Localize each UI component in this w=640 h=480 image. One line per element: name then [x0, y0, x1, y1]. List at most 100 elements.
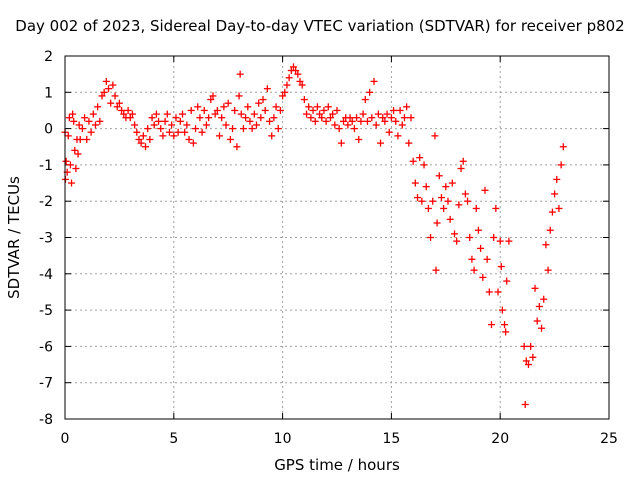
data-point [400, 114, 408, 122]
data-point [340, 117, 348, 125]
data-point [531, 284, 539, 292]
data-point [333, 106, 341, 114]
y-axis-label: SDTVAR / TECUs [5, 176, 23, 299]
data-point [268, 132, 276, 140]
data-point [261, 106, 269, 114]
data-point [311, 117, 319, 125]
data-point [544, 266, 552, 274]
data-point [481, 186, 489, 194]
data-point [270, 114, 278, 122]
data-point [170, 132, 178, 140]
data-point [281, 88, 289, 96]
data-point [459, 157, 467, 165]
data-point [392, 117, 400, 125]
data-point [294, 70, 302, 78]
data-point [429, 197, 437, 205]
chart-title: Day 002 of 2023, Sidereal Day-to-day VTE… [15, 17, 624, 35]
data-point [62, 157, 70, 165]
data-point [189, 139, 197, 147]
data-point [165, 128, 173, 136]
data-point [146, 135, 154, 143]
data-point [527, 342, 535, 350]
data-point [313, 103, 321, 111]
data-point [505, 237, 513, 245]
data-point [183, 121, 191, 129]
data-point [538, 324, 546, 332]
data-point [498, 306, 506, 314]
data-point [405, 139, 413, 147]
data-point [107, 99, 115, 107]
data-point [502, 328, 510, 336]
data-point [448, 179, 456, 187]
data-point [133, 128, 141, 136]
y-tick-label: 2 [44, 49, 53, 65]
data-point [477, 244, 485, 252]
data-point [242, 114, 250, 122]
data-point [387, 114, 395, 122]
data-point [487, 321, 495, 329]
data-point [105, 85, 113, 93]
data-point [394, 132, 402, 140]
data-point [377, 139, 385, 147]
data-point [553, 175, 561, 183]
data-point [296, 77, 304, 85]
data-point [255, 99, 263, 107]
data-point [431, 132, 439, 140]
data-point [479, 273, 487, 281]
data-point [131, 121, 139, 129]
data-point [432, 266, 440, 274]
data-point [298, 81, 306, 89]
data-point [359, 110, 367, 118]
data-point [316, 110, 324, 118]
y-tick-label: -4 [39, 267, 53, 283]
data-point [75, 121, 83, 129]
data-point [305, 103, 313, 111]
data-point [279, 92, 287, 100]
data-point [551, 190, 559, 198]
data-point [307, 114, 315, 122]
data-point [102, 77, 110, 85]
data-point [96, 117, 104, 125]
data-point [303, 110, 311, 118]
data-point [91, 121, 99, 129]
data-point [422, 183, 430, 191]
data-point [207, 96, 215, 104]
data-point [202, 121, 210, 129]
data-point [555, 204, 563, 212]
data-point [179, 110, 187, 118]
data-point [81, 114, 89, 122]
data-point [128, 110, 136, 118]
data-point [390, 106, 398, 114]
data-point [533, 317, 541, 325]
axes: 210-1-2-3-4-5-6-7-80 5 10 15 20 25 [39, 49, 618, 447]
y-tick-label: -5 [39, 303, 53, 319]
data-point [74, 150, 82, 158]
y-tick-label: -8 [39, 412, 53, 428]
y-tick-label: -3 [39, 231, 53, 247]
data-point [455, 201, 463, 209]
data-point [466, 234, 474, 241]
data-point [529, 353, 537, 361]
data-point [540, 295, 548, 303]
data-point [85, 117, 93, 125]
data-point [366, 88, 374, 96]
data-point [231, 106, 239, 114]
x-tick-label: 25 [600, 431, 618, 447]
data-point [198, 128, 206, 136]
data-point [64, 132, 72, 140]
data-point [559, 143, 567, 151]
data-point [215, 132, 223, 140]
data-point [266, 117, 274, 125]
data-point [285, 74, 293, 82]
data-point [535, 302, 543, 310]
x-tick-label: 0 [61, 431, 70, 447]
data-point [226, 135, 234, 143]
data-point [200, 106, 208, 114]
data-point [220, 103, 228, 111]
data-point [218, 114, 226, 122]
data-point [272, 103, 280, 111]
x-tick-label: 15 [382, 431, 400, 447]
data-point [205, 114, 213, 122]
data-point [416, 154, 424, 162]
